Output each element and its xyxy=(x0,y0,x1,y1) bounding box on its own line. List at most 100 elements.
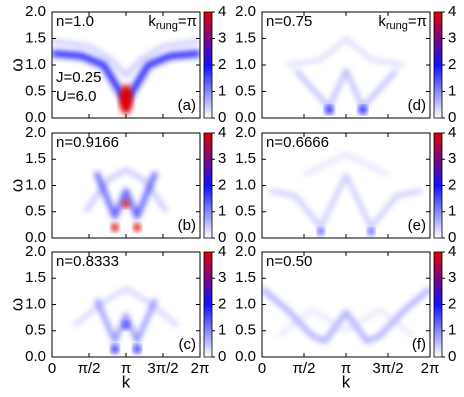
y-tick-label: 1.0 xyxy=(235,56,256,73)
colorbar-tick-label: 4 xyxy=(218,124,226,141)
colorbar-tick-label: 2 xyxy=(448,56,456,73)
colorbar-tick-label: 0 xyxy=(448,109,456,126)
y-tick-label: 1.0 xyxy=(235,176,256,193)
spectral-map xyxy=(52,252,200,357)
y-tick-label: 1.5 xyxy=(235,150,256,167)
y-tick-label: 1.0 xyxy=(25,295,46,312)
spectral-band xyxy=(262,286,430,344)
colorbar-tick-label: 1 xyxy=(218,82,226,99)
colorbar xyxy=(433,132,443,239)
density-label: n=0.6666 xyxy=(266,134,329,151)
density-label: n=0.75 xyxy=(266,13,312,30)
colorbar-tick-label: 3 xyxy=(448,150,456,167)
y-tick-label: 2.0 xyxy=(235,124,256,141)
parameter-label: J=0.25 xyxy=(56,69,101,86)
colorbar-tick-label: 3 xyxy=(218,150,226,167)
spectral-band xyxy=(286,36,406,67)
colorbar-tick-label: 4 xyxy=(448,3,456,20)
momentum-label-tail: =π xyxy=(178,13,197,30)
panel-label: (e) xyxy=(408,217,426,234)
spectral-peak xyxy=(111,223,119,232)
x-tick-label: 2π xyxy=(191,360,210,377)
spectral-band xyxy=(94,171,158,220)
colorbar-tick-label: 1 xyxy=(218,322,226,339)
y-tick-label: 2.0 xyxy=(25,243,46,260)
y-tick-label: 1.5 xyxy=(235,29,256,46)
colorbar-tick-label: 2 xyxy=(448,295,456,312)
spectral-map xyxy=(52,12,200,118)
spectral-band xyxy=(294,68,398,110)
map-background xyxy=(52,252,200,357)
spectral-peak xyxy=(325,105,334,115)
spectral-peak xyxy=(119,84,133,115)
y-tick-label: 1.5 xyxy=(25,150,46,167)
y-tick-label: 0.5 xyxy=(235,203,256,220)
colorbar xyxy=(203,251,213,358)
momentum-label-sub: rung xyxy=(156,20,178,32)
y-tick-label: 1.5 xyxy=(25,269,46,286)
colorbar-tick-label: 3 xyxy=(218,29,226,46)
spectral-map xyxy=(262,252,430,357)
x-tick-label: π/2 xyxy=(293,360,316,377)
y-tick-label: 0.5 xyxy=(25,82,46,99)
y-tick-label: 0.0 xyxy=(25,229,46,246)
spectral-peak xyxy=(122,199,130,209)
y-tick-label: 0.0 xyxy=(25,348,46,365)
spectral-map xyxy=(52,133,200,238)
momentum-label-main: k xyxy=(378,13,386,30)
density-label: n=0.50 xyxy=(266,253,312,270)
spectral-peak xyxy=(358,105,367,115)
colorbar-tick-label: 4 xyxy=(218,3,226,20)
spectral-peak xyxy=(133,223,141,232)
spectral-band xyxy=(83,167,169,213)
y-axis-label: ω xyxy=(7,58,26,71)
spectral-band xyxy=(303,152,389,177)
panel-label: (c) xyxy=(179,336,197,353)
x-axis-label: k xyxy=(342,372,351,391)
colorbar-tick-label: 1 xyxy=(448,203,456,220)
map-background xyxy=(262,252,430,357)
y-tick-label: 0.5 xyxy=(235,322,256,339)
y-tick-label: 1.0 xyxy=(235,295,256,312)
colorbar-tick-label: 2 xyxy=(448,176,456,193)
density-label: n=0.9166 xyxy=(56,134,119,151)
colorbar-tick-label: 4 xyxy=(218,243,226,260)
momentum-label: krung=π xyxy=(378,13,427,32)
colorbar-tick-label: 1 xyxy=(448,322,456,339)
momentum-label-sub: rung xyxy=(386,20,408,32)
map-background xyxy=(52,133,200,238)
density-label: n=1.0 xyxy=(56,13,94,30)
y-tick-label: 1.5 xyxy=(235,269,256,286)
colorbar xyxy=(203,11,213,119)
y-tick-label: 0.0 xyxy=(235,348,256,365)
spectral-band xyxy=(52,39,200,78)
spectral-band xyxy=(72,286,180,328)
x-tick-label: π xyxy=(121,360,131,377)
colorbar-tick-label: 1 xyxy=(448,82,456,99)
x-tick-label: 0 xyxy=(48,360,56,377)
colorbar-tick-label: 3 xyxy=(218,269,226,286)
y-tick-label: 0.5 xyxy=(235,82,256,99)
colorbar-tick-label: 3 xyxy=(448,29,456,46)
y-tick-label: 2.0 xyxy=(25,124,46,141)
panel-label: (d) xyxy=(408,97,426,114)
y-tick-label: 0.0 xyxy=(235,109,256,126)
colorbar-tick-label: 3 xyxy=(448,269,456,286)
y-tick-label: 1.0 xyxy=(25,56,46,73)
spectral-peak xyxy=(133,344,141,354)
spectral-map xyxy=(262,133,430,238)
colorbar xyxy=(433,11,443,119)
spectral-peak xyxy=(122,321,130,330)
map-background xyxy=(262,133,430,238)
x-tick-label: 2π xyxy=(421,360,440,377)
colorbar-tick-label: 2 xyxy=(218,176,226,193)
panel-label: (b) xyxy=(178,217,196,234)
y-tick-label: 2.0 xyxy=(25,3,46,20)
y-tick-label: 2.0 xyxy=(235,243,256,260)
y-tick-label: 0.0 xyxy=(25,109,46,126)
y-tick-label: 0.5 xyxy=(25,322,46,339)
x-tick-label: 0 xyxy=(258,360,266,377)
x-axis-label: k xyxy=(122,372,131,391)
colorbar-tick-label: 4 xyxy=(448,243,456,260)
